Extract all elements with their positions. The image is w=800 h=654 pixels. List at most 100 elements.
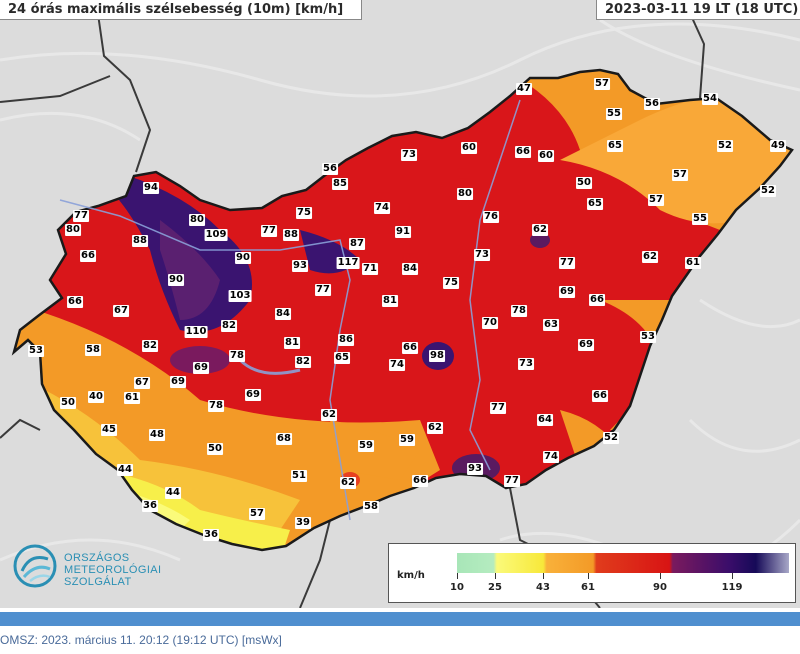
station-value: 69 [245, 389, 261, 401]
station-value: 69 [170, 376, 186, 388]
station-value: 57 [249, 508, 265, 520]
station-value: 80 [189, 214, 205, 226]
legend-unit: km/h [397, 570, 425, 581]
valid-time: 2023-03-11 19 LT (18 UTC) [596, 0, 800, 20]
station-value: 76 [483, 211, 499, 223]
station-value: 55 [692, 213, 708, 225]
station-value: 49 [770, 140, 786, 152]
station-value: 62 [532, 224, 548, 236]
station-value: 52 [760, 185, 776, 197]
station-value: 57 [672, 169, 688, 181]
station-value: 93 [292, 260, 308, 272]
station-value: 36 [203, 529, 219, 541]
station-value: 109 [204, 229, 228, 241]
station-value: 80 [457, 188, 473, 200]
station-value: 86 [338, 334, 354, 346]
omsz-logo: ORSZÁGOS METEOROLÓGIAI SZOLGÁLAT [12, 543, 172, 599]
station-value: 98 [429, 350, 445, 362]
station-value: 36 [142, 500, 158, 512]
station-value: 63 [543, 319, 559, 331]
station-value: 69 [193, 362, 209, 374]
station-value: 53 [28, 345, 44, 357]
station-value: 50 [207, 443, 223, 455]
station-value: 84 [402, 263, 418, 275]
station-value: 75 [296, 207, 312, 219]
station-value: 66 [515, 146, 531, 158]
station-value: 66 [592, 390, 608, 402]
legend-colorbar [457, 553, 789, 573]
station-value: 85 [332, 178, 348, 190]
station-value: 78 [208, 400, 224, 412]
station-value: 93 [467, 463, 483, 475]
station-value: 81 [382, 295, 398, 307]
legend-tickmark [543, 573, 544, 579]
station-value: 82 [142, 340, 158, 352]
station-value: 66 [589, 294, 605, 306]
station-value: 75 [443, 277, 459, 289]
station-value: 74 [389, 359, 405, 371]
station-value: 77 [559, 257, 575, 269]
legend-tick-label: 10 [450, 582, 464, 593]
footer-caption: OMSZ: 2023. március 11. 20:12 (19:12 UTC… [0, 633, 282, 647]
station-value: 45 [101, 424, 117, 436]
legend-tickmark [732, 573, 733, 579]
station-value: 58 [85, 344, 101, 356]
station-value: 57 [594, 78, 610, 90]
hungary-border [11, 68, 794, 552]
station-value: 82 [221, 320, 237, 332]
station-value: 77 [315, 284, 331, 296]
station-value: 39 [295, 517, 311, 529]
station-value: 67 [134, 377, 150, 389]
station-value: 51 [291, 470, 307, 482]
station-value: 69 [559, 286, 575, 298]
station-value: 65 [334, 352, 350, 364]
logo-line: METEOROLÓGIAI [64, 564, 162, 576]
station-value: 57 [648, 194, 664, 206]
station-value: 66 [402, 342, 418, 354]
station-value: 56 [644, 98, 660, 110]
station-value: 62 [340, 477, 356, 489]
station-value: 87 [349, 238, 365, 250]
station-value: 73 [518, 358, 534, 370]
legend-tickmark [660, 573, 661, 579]
station-value: 103 [228, 290, 252, 302]
station-value: 66 [412, 475, 428, 487]
station-value: 60 [538, 150, 554, 162]
station-value: 58 [363, 501, 379, 513]
station-value: 110 [184, 326, 208, 338]
station-value: 40 [88, 391, 104, 403]
station-value: 61 [124, 392, 140, 404]
station-value: 70 [482, 317, 498, 329]
station-value: 69 [578, 339, 594, 351]
station-value: 62 [642, 251, 658, 263]
station-value: 59 [358, 440, 374, 452]
station-value: 90 [168, 274, 184, 286]
station-value: 88 [132, 235, 148, 247]
station-value: 65 [587, 198, 603, 210]
footer-bar [0, 612, 800, 626]
wind-map-canvas [0, 0, 800, 608]
station-value: 73 [474, 249, 490, 261]
station-value: 61 [685, 257, 701, 269]
legend-tickmark [588, 573, 589, 579]
station-value: 74 [374, 202, 390, 214]
station-value: 71 [362, 263, 378, 275]
station-value: 52 [717, 140, 733, 152]
legend-tickmark [457, 573, 458, 579]
omsz-logo-icon [13, 544, 57, 588]
legend-tickmark [495, 573, 496, 579]
legend-tick-label: 61 [581, 582, 595, 593]
station-value: 65 [607, 140, 623, 152]
legend-tick-label: 119 [721, 582, 743, 593]
legend-tick-label: 90 [653, 582, 667, 593]
station-value: 78 [229, 350, 245, 362]
station-value: 77 [504, 475, 520, 487]
station-value: 50 [576, 177, 592, 189]
station-value: 88 [283, 229, 299, 241]
station-value: 90 [235, 252, 251, 264]
station-value: 52 [603, 432, 619, 444]
station-value: 94 [143, 182, 159, 194]
station-value: 60 [461, 142, 477, 154]
station-value: 48 [149, 429, 165, 441]
logo-line: ORSZÁGOS [64, 552, 130, 564]
